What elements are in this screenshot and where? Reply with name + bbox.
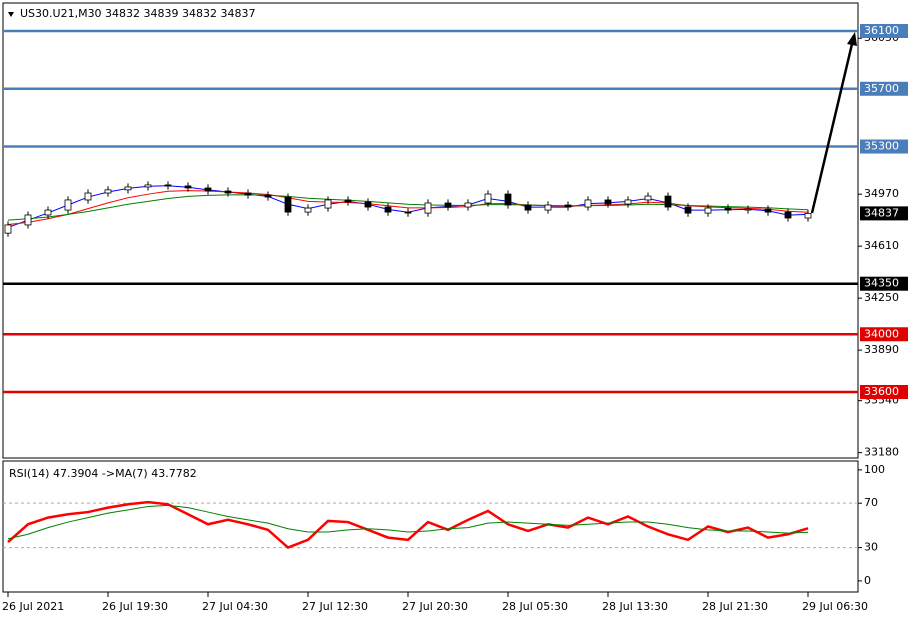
candle-body — [144, 184, 152, 188]
level-tag — [860, 24, 908, 39]
candle-body — [104, 189, 112, 194]
level-tag — [860, 276, 908, 291]
level-tag — [860, 327, 908, 342]
candle-body — [724, 207, 732, 211]
level-label: 34000 — [864, 327, 899, 340]
candle-body — [4, 224, 12, 234]
menu-triangle — [8, 12, 14, 17]
y-tick-label: 34610 — [864, 239, 899, 252]
candle-body — [364, 201, 372, 208]
y-tick-label: 30 — [864, 541, 878, 554]
candle-body — [604, 199, 612, 205]
candle-body — [384, 206, 392, 213]
level-label: 36100 — [864, 24, 899, 37]
x-tick-label: 28 Jul 05:30 — [502, 600, 568, 613]
level-tag — [860, 81, 908, 96]
candle-body — [484, 193, 492, 204]
level-label: 35700 — [864, 82, 899, 95]
candle-body — [644, 195, 652, 201]
rsi-pane — [2, 460, 859, 593]
last-price-label: 34837 — [864, 206, 899, 219]
price-pane — [2, 2, 859, 459]
candle-body — [444, 202, 452, 208]
candle-body — [624, 199, 632, 205]
candle-body — [404, 211, 412, 214]
candle-body — [344, 199, 352, 203]
y-tick-label: 70 — [864, 496, 878, 509]
candle-body — [764, 208, 772, 213]
level-tag — [860, 385, 908, 400]
level-label: 35300 — [864, 140, 899, 153]
last-price-tag — [860, 206, 908, 221]
chart-title: US30.U21,M30 34832 34839 34832 34837 — [20, 7, 256, 20]
y-tick-label: 100 — [864, 463, 885, 476]
candle-body — [304, 207, 312, 213]
x-tick-label: 27 Jul 04:30 — [202, 600, 268, 613]
candle-body — [584, 199, 592, 208]
x-tick-label: 27 Jul 12:30 — [302, 600, 368, 613]
candle-body — [424, 202, 432, 214]
candle-body — [744, 208, 752, 211]
candle-body — [204, 187, 212, 192]
candle-body — [784, 211, 792, 219]
candle-body — [244, 192, 252, 196]
x-tick-label: 27 Jul 20:30 — [402, 600, 468, 613]
y-tick-label: 0 — [864, 574, 871, 587]
level-label: 34350 — [864, 277, 899, 290]
candle-body — [564, 204, 572, 208]
candle-body — [24, 214, 32, 226]
candle-body — [464, 202, 472, 208]
candle-body — [504, 193, 512, 206]
axis-layer: 3605034970346103425033890335403318036100… — [2, 24, 908, 613]
arrow — [810, 43, 854, 214]
level-label: 33600 — [864, 385, 899, 398]
x-tick-label: 28 Jul 21:30 — [702, 600, 768, 613]
x-tick-label: 29 Jul 06:30 — [802, 600, 868, 613]
x-tick-label: 26 Jul 2021 — [2, 600, 64, 613]
candle-body — [264, 194, 272, 198]
y-tick-label: 34250 — [864, 291, 899, 304]
rsi-line — [7, 504, 809, 540]
ma-line — [7, 194, 809, 221]
candle-body — [704, 207, 712, 214]
candle-body — [164, 184, 172, 187]
y-tick-label: 33890 — [864, 343, 899, 356]
price-layer — [3, 29, 858, 394]
candle-body — [664, 195, 672, 208]
candle-body — [124, 186, 132, 191]
x-tick-label: 26 Jul 19:30 — [102, 600, 168, 613]
candle-body — [324, 199, 332, 209]
rsi-line — [7, 500, 809, 550]
candle-body — [684, 206, 692, 214]
candle-body — [524, 204, 532, 211]
ma-line — [7, 190, 809, 226]
candle-body — [64, 199, 72, 211]
candle-body — [284, 196, 292, 213]
candle-body — [184, 185, 192, 189]
candle-body — [544, 204, 552, 211]
candle-body — [84, 192, 92, 201]
y-tick-label: 33180 — [864, 446, 899, 459]
arrow-head — [847, 32, 857, 46]
candle-body — [44, 209, 52, 216]
rsi-layer — [3, 500, 858, 550]
candle-body — [804, 212, 812, 219]
y-tick-label: 34970 — [864, 187, 899, 200]
x-tick-label: 28 Jul 13:30 — [602, 600, 668, 613]
rsi-title: RSI(14) 47.3904 ->MA(7) 43.7782 — [9, 467, 197, 480]
level-tag — [860, 139, 908, 154]
candle-body — [224, 190, 232, 194]
